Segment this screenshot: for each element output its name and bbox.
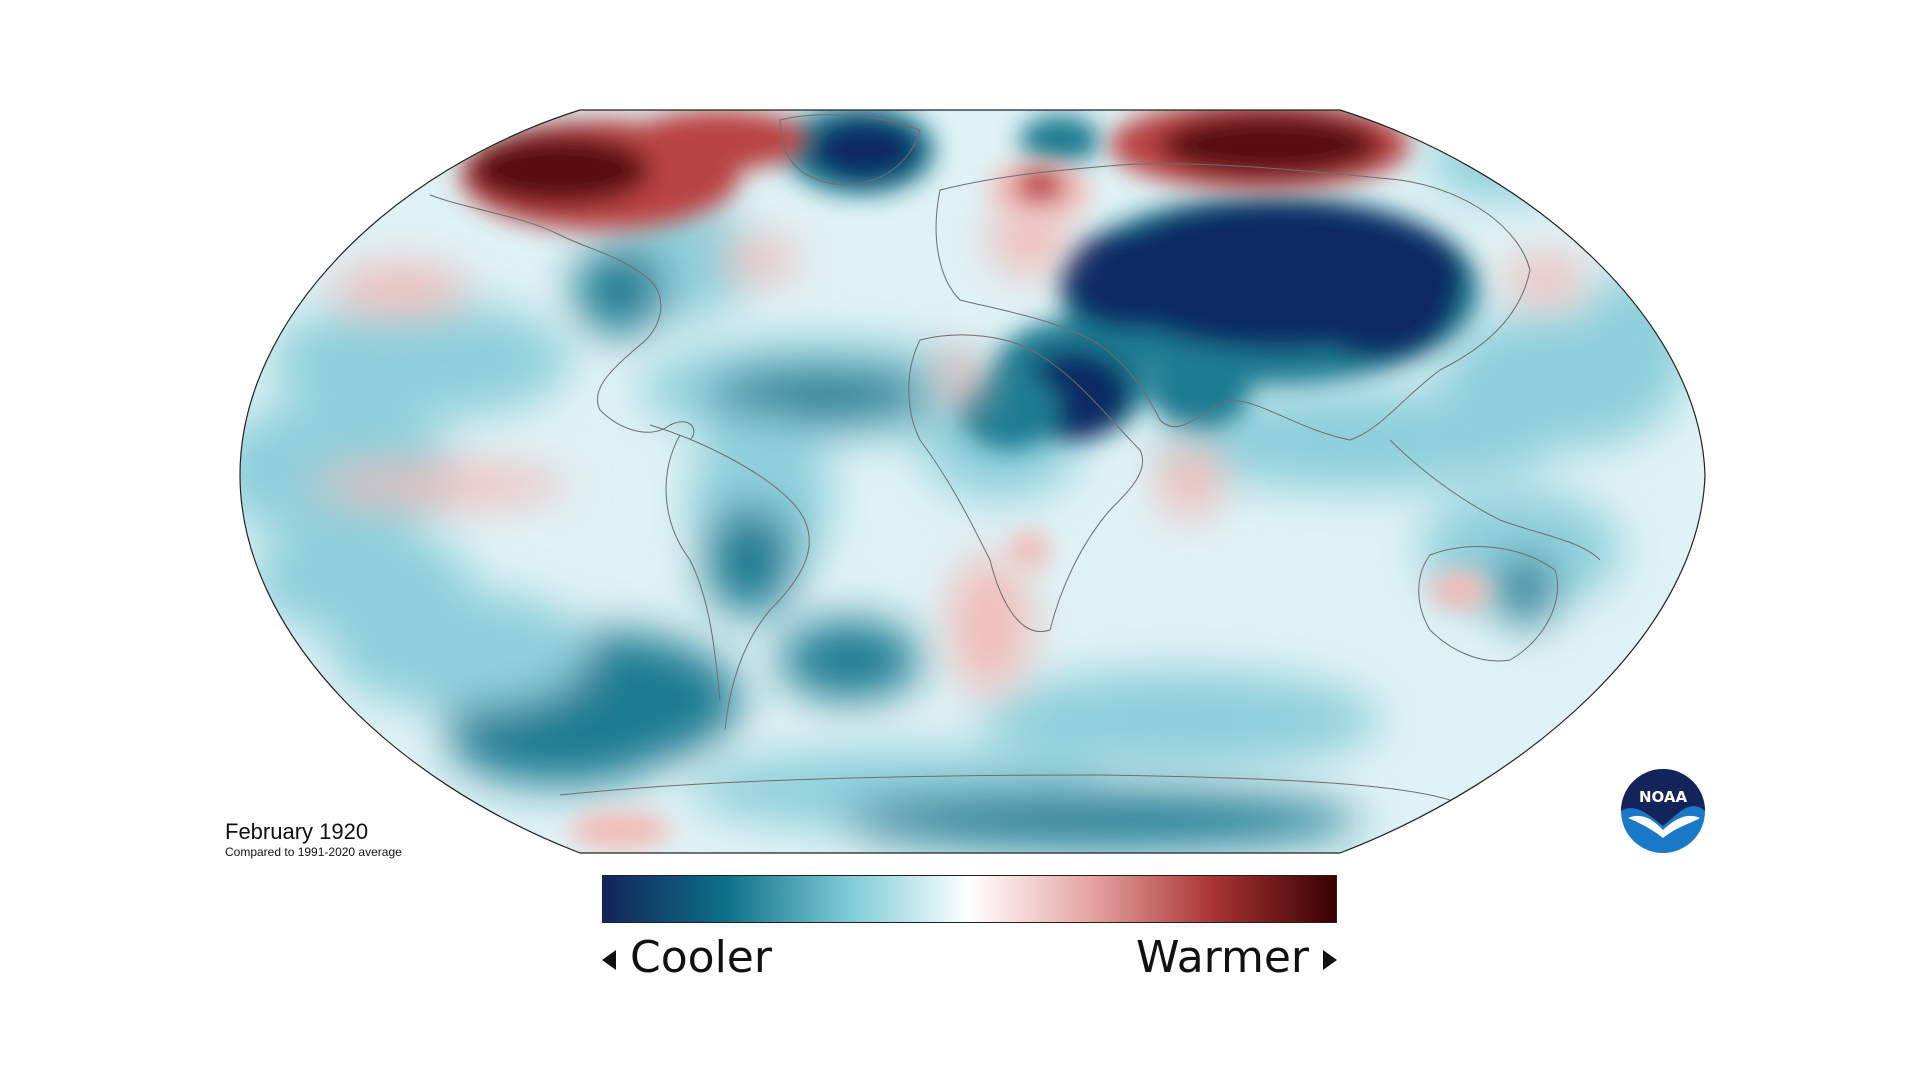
noaa-logo-text: NOAA	[1639, 788, 1688, 806]
arrow-left-icon	[602, 950, 616, 970]
warm-anomaly-blob	[720, 240, 800, 280]
cool-anomaly-blob	[810, 118, 920, 182]
cool-anomaly-blob	[450, 695, 670, 785]
warm-anomaly-blob	[1160, 113, 1380, 177]
map-baseline-note: Compared to 1991-2020 average	[225, 845, 402, 859]
cool-anomaly-blob	[780, 620, 920, 700]
color-scale-bar	[602, 875, 1337, 923]
warm-anomaly-blob	[630, 110, 810, 170]
coastline-path	[1389, 439, 1601, 561]
coastline-path	[908, 334, 1144, 633]
strong-warm-regions	[460, 110, 1490, 850]
warm-anomaly-blob	[1160, 440, 1220, 520]
warm-anomaly-blob	[1430, 570, 1490, 610]
cool-anomaly-blob	[270, 300, 570, 420]
warm-anomaly-regions	[310, 205, 1585, 695]
cool-anomaly-blob	[330, 590, 590, 710]
globe-outline	[239, 109, 1706, 854]
cool-anomaly-blob	[1430, 120, 1570, 200]
coastline-path	[559, 774, 1451, 801]
warm-anomaly-blob	[1505, 255, 1585, 305]
cool-anomaly-blob	[1580, 270, 1700, 390]
cool-anomaly-blob	[1060, 230, 1200, 330]
cool-anomaly-blob	[705, 505, 795, 615]
warm-anomaly-blob	[570, 810, 670, 850]
warm-anomaly-blob	[990, 205, 1070, 275]
warm-anomaly-blob	[330, 265, 470, 315]
cool-anomaly-blob	[1300, 220, 1460, 360]
noaa-logo-icon: NOAA	[1621, 769, 1705, 853]
cool-anomaly-blob	[1020, 115, 1100, 165]
cool-anomaly-blob	[980, 670, 1380, 770]
cool-anomaly-blob	[575, 245, 665, 335]
coastline-path	[665, 434, 721, 701]
legend-warmer-label: Warmer	[1136, 932, 1309, 983]
legend-cooler-label: Cooler	[630, 932, 772, 983]
cool-anomaly-blob	[240, 400, 450, 540]
warm-anomaly-blob	[950, 555, 1030, 695]
coastline-path	[1418, 546, 1559, 662]
coastline-path	[935, 163, 1531, 441]
legend-cooler: Cooler	[602, 928, 772, 988]
strong-cool-regions	[785, 110, 1480, 450]
warm-anomaly-blob	[1015, 167, 1065, 203]
legend-warmer: Warmer	[1136, 928, 1337, 988]
cool-anomaly-blob	[840, 792, 1360, 848]
map-date-title: February 1920	[225, 819, 369, 844]
coastline-path	[779, 114, 921, 186]
anomaly-field	[240, 110, 1705, 853]
cool-anomaly-blob	[1150, 350, 1250, 430]
warm-anomaly-blob	[310, 465, 570, 505]
warm-anomaly-blob	[935, 350, 985, 410]
arrow-right-icon	[1323, 950, 1337, 970]
coastline-path	[649, 424, 810, 731]
cool-anomaly-blob	[960, 370, 1060, 450]
coastlines	[429, 114, 1601, 801]
warm-anomaly-blob	[470, 135, 650, 205]
cool-anomaly-blob	[1495, 555, 1555, 625]
warm-anomaly-blob	[1010, 530, 1050, 570]
cool-anomaly-blob	[710, 367, 930, 423]
